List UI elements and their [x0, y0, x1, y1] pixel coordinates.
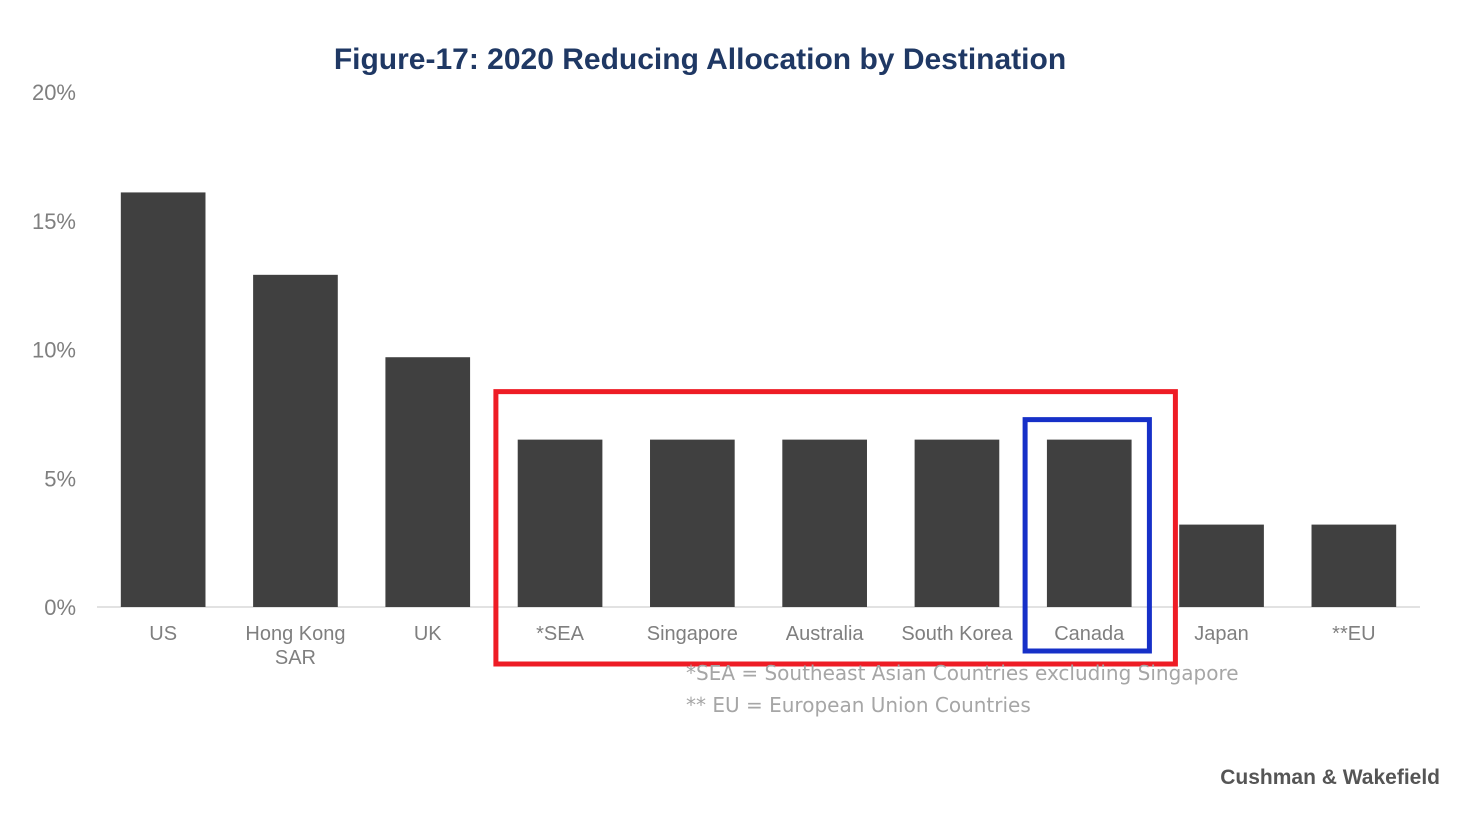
y-tick-label: 10%	[32, 338, 76, 363]
x-tick-label: UK	[414, 623, 442, 645]
bar	[914, 439, 1000, 607]
highlight-box-red	[493, 389, 1178, 667]
x-tick-label: Hong Kong SAR	[245, 623, 345, 669]
y-axis: 0% 5% 10% 15% 20%	[32, 80, 76, 620]
chart-title: Figure-17: 2020 Reducing Allocation by D…	[334, 43, 1066, 76]
y-tick-label: 5%	[44, 466, 76, 491]
x-tick-label: Canada	[1054, 623, 1125, 645]
bar	[650, 439, 735, 607]
y-tick-label: 15%	[32, 209, 76, 234]
x-axis-labels: US Hong Kong SAR UK *SEA Singapore Australia So…	[149, 623, 1375, 669]
bar	[782, 439, 867, 607]
highlight-box-blue	[1022, 417, 1152, 654]
highlight-boxes	[493, 389, 1178, 667]
bar	[253, 274, 338, 607]
source-credit: Cushman & Wakefield	[1220, 766, 1440, 789]
bar	[1179, 524, 1264, 607]
bar	[517, 439, 603, 607]
x-tick-label: Japan	[1194, 623, 1249, 645]
x-tick-label: *SEA	[536, 623, 584, 645]
y-tick-label: 20%	[32, 80, 76, 105]
y-tick-label: 0%	[44, 595, 76, 620]
bar	[120, 192, 206, 608]
bar	[1046, 439, 1132, 607]
x-tick-label: US	[149, 623, 177, 645]
footnote-sea: *SEA = Southeast Asian Countries excludi…	[686, 661, 1239, 685]
x-tick-label: South Korea	[901, 623, 1013, 645]
bars-group	[120, 192, 1397, 608]
x-tick-label: **EU	[1332, 623, 1375, 645]
footnote-eu: ** EU = European Union Countries	[686, 693, 1031, 717]
bar	[385, 357, 471, 607]
bar	[1311, 524, 1397, 607]
x-tick-label: Australia	[786, 623, 865, 645]
x-tick-label: Singapore	[647, 623, 738, 645]
